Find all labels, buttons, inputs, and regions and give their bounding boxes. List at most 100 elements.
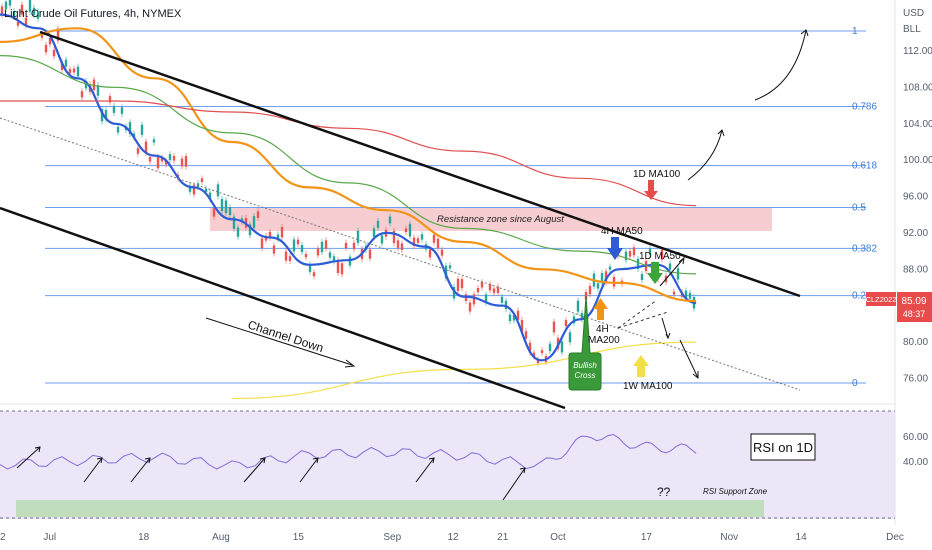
proj-arrow-up-2 bbox=[687, 129, 723, 181]
candle-body bbox=[156, 156, 160, 169]
candle-body bbox=[468, 302, 472, 312]
candle-body bbox=[480, 281, 484, 288]
candle-body bbox=[144, 141, 148, 154]
candle-body bbox=[388, 216, 392, 224]
proj-arrow-down-1-head bbox=[665, 332, 671, 340]
proj-arrow-up-3-head bbox=[800, 29, 809, 37]
candle-body bbox=[48, 38, 52, 45]
candle-body bbox=[688, 292, 692, 299]
chart-title: Light Crude Oil Futures, 4h, NYMEX bbox=[4, 8, 182, 20]
candle-body bbox=[0, 6, 4, 16]
candle-body bbox=[280, 227, 284, 238]
candle-body bbox=[312, 272, 316, 277]
candle-body bbox=[164, 160, 168, 165]
price-tick: 76.00 bbox=[903, 373, 928, 384]
currency-label: USD bbox=[903, 8, 924, 19]
rsi-title: RSI on 1D bbox=[753, 440, 813, 455]
candle-body bbox=[484, 294, 488, 303]
candle-body bbox=[516, 310, 520, 320]
candle-body bbox=[112, 105, 116, 113]
candle-body bbox=[304, 254, 308, 258]
candle-body bbox=[300, 245, 304, 253]
green-down-arrow bbox=[647, 262, 663, 284]
candle-body bbox=[416, 238, 420, 243]
candle-body bbox=[436, 238, 440, 248]
candle-body bbox=[260, 238, 264, 249]
candle-body bbox=[524, 331, 528, 339]
fib-label-2: 0.618 bbox=[852, 161, 877, 172]
candle-body bbox=[204, 188, 208, 192]
candle-body bbox=[104, 110, 108, 120]
candle-body bbox=[672, 291, 676, 295]
candle-body bbox=[160, 157, 164, 162]
price-pane[interactable] bbox=[0, 0, 895, 400]
candle-body bbox=[440, 249, 444, 256]
candle-body bbox=[640, 274, 644, 281]
resistance-zone-label: Resistance zone since August bbox=[437, 214, 564, 225]
candle-body bbox=[288, 256, 292, 261]
candle-body bbox=[92, 79, 96, 90]
rsi-zone-label: RSI Support Zone bbox=[703, 487, 768, 496]
candle-body bbox=[532, 352, 536, 357]
price-tick: 80.00 bbox=[903, 337, 928, 348]
price-tag-value: 85.09 bbox=[901, 296, 926, 307]
unit-label: BLL bbox=[903, 24, 921, 35]
rsi-tick: 40.00 bbox=[903, 457, 928, 468]
ma-4h-200-label-a: 4H bbox=[596, 324, 609, 335]
symbol-tag bbox=[866, 292, 896, 306]
candle-body bbox=[12, 11, 16, 17]
candle-body bbox=[428, 249, 432, 258]
candle-body bbox=[512, 315, 516, 321]
rsi-tick: 60.00 bbox=[903, 432, 928, 443]
candle-body bbox=[552, 321, 556, 333]
rsi-support-zone bbox=[16, 500, 764, 517]
candle-body bbox=[636, 258, 640, 269]
rsi-indicator bbox=[0, 433, 697, 470]
proj-arrow-up-3 bbox=[754, 29, 807, 101]
candle-body bbox=[68, 69, 72, 74]
price-tick: 88.00 bbox=[903, 264, 928, 275]
candle-body bbox=[108, 96, 112, 103]
candle-body bbox=[232, 216, 236, 229]
candle-body bbox=[600, 272, 604, 284]
ma-line-1w-ma100 bbox=[231, 341, 697, 400]
candle-body bbox=[16, 21, 20, 26]
candle-body bbox=[604, 271, 608, 283]
candle-body bbox=[168, 154, 172, 161]
candle-body bbox=[676, 268, 680, 280]
candle-body bbox=[376, 220, 380, 228]
date-tick: Nov bbox=[720, 532, 738, 543]
rsi-arrows bbox=[16, 446, 526, 501]
candle-body bbox=[580, 313, 584, 320]
date-tick: Jul bbox=[43, 532, 56, 543]
candle-body bbox=[120, 107, 124, 114]
proj-arrow-down-2 bbox=[679, 339, 699, 379]
date-tick: Dec bbox=[886, 532, 904, 543]
price-tick: 108.00 bbox=[903, 82, 932, 93]
candle-body bbox=[276, 234, 280, 240]
candle-body bbox=[624, 251, 628, 261]
candle-body bbox=[508, 314, 512, 322]
candle-body bbox=[4, 1, 8, 10]
candle-body bbox=[584, 291, 588, 300]
candle-body bbox=[216, 184, 220, 197]
candle-body bbox=[476, 288, 480, 293]
triangle-upper bbox=[617, 299, 658, 329]
candle-body bbox=[396, 240, 400, 248]
ma-1d-100-label: 1D MA100 bbox=[633, 169, 681, 180]
candle-body bbox=[488, 283, 492, 291]
price-tag bbox=[897, 292, 932, 322]
fib-label-6: 0 bbox=[852, 378, 858, 389]
candle-body bbox=[236, 227, 240, 237]
candle-body bbox=[344, 242, 348, 249]
candle-body bbox=[60, 62, 64, 70]
proj-arrow-down-2-head bbox=[692, 371, 699, 380]
orange-up-arrow bbox=[593, 298, 608, 320]
price-tick: 100.00 bbox=[903, 155, 932, 166]
symbol-tag-text: CLZ2022 bbox=[866, 295, 897, 304]
fib-label-4: 0.382 bbox=[852, 243, 877, 254]
ma-line-1d-ma100 bbox=[0, 100, 697, 207]
candle-body bbox=[560, 341, 564, 353]
